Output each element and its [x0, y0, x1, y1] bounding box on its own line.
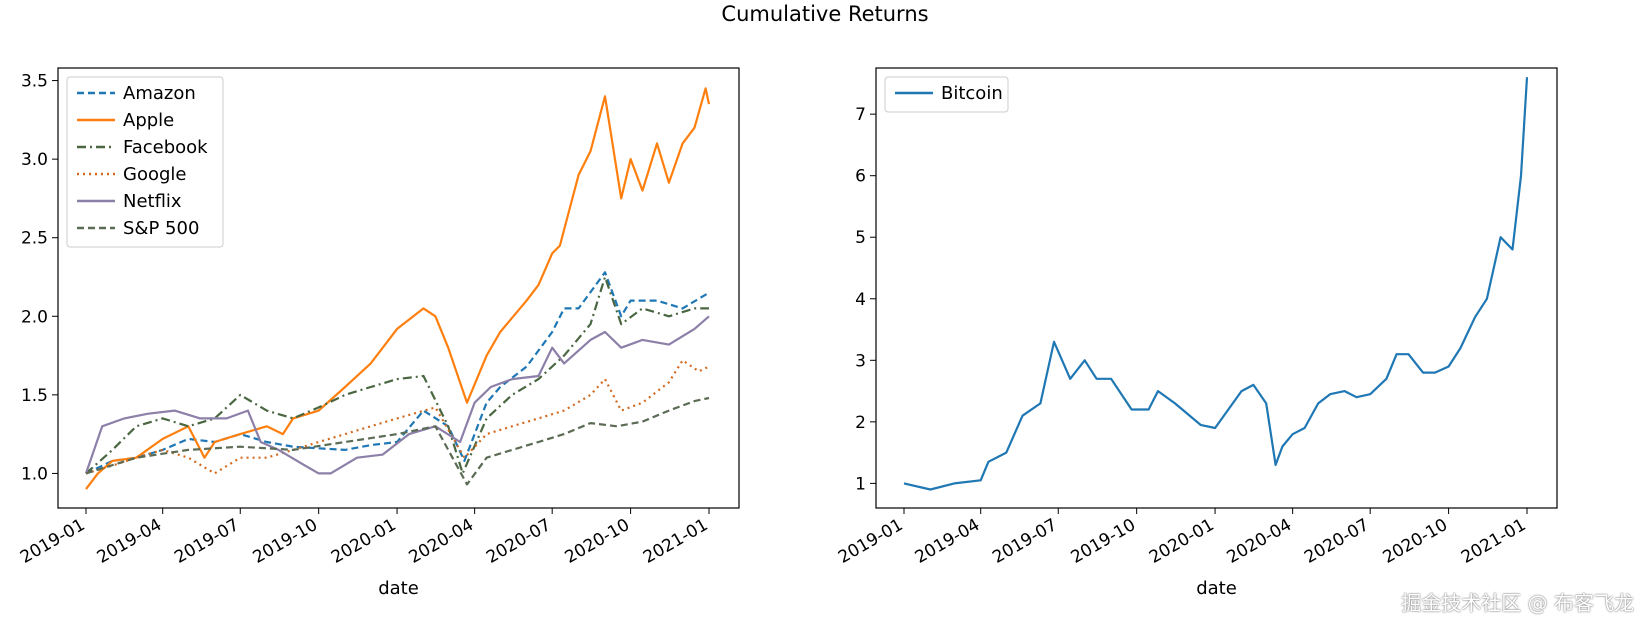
- legend-label: Google: [123, 164, 186, 185]
- legend-label: Amazon: [123, 83, 196, 104]
- x-tick-label: 2019-07: [171, 515, 243, 568]
- x-tick-label: 2020-04: [1224, 515, 1296, 568]
- legend-label: Facebook: [123, 137, 208, 158]
- series-group: [903, 77, 1529, 491]
- x-tick-label: 2020-01: [1146, 515, 1218, 568]
- x-tick-label: 2021-01: [640, 515, 712, 568]
- y-tick-label: 2.0: [21, 307, 48, 327]
- x-tick-label: 2019-01: [17, 515, 89, 568]
- x-tick-label: 2019-01: [835, 515, 907, 568]
- y-tick-label: 3: [855, 351, 866, 371]
- x-tick-label: 2020-10: [562, 515, 634, 568]
- y-tick-label: 2: [855, 413, 866, 433]
- y-tick-label: 5: [855, 228, 866, 248]
- x-axis-label: date: [1196, 578, 1237, 599]
- x-tick-label: 2021-01: [1458, 515, 1530, 568]
- x-tick-label: 2019-04: [912, 515, 984, 568]
- y-tick-label: 4: [855, 290, 866, 310]
- series-line-s-p-500: [85, 396, 710, 486]
- series-line-amazon: [85, 271, 710, 475]
- series-line-apple: [85, 87, 711, 490]
- y-tick-label: 3.0: [21, 150, 48, 170]
- legend-label: Netflix: [123, 191, 182, 212]
- series-line-bitcoin: [903, 77, 1529, 491]
- y-tick-label: 1.0: [21, 464, 48, 484]
- x-axis-label: date: [378, 578, 419, 599]
- x-tick-label: 2020-10: [1380, 515, 1452, 568]
- legend-box: [884, 76, 1009, 113]
- x-tick-label: 2020-07: [483, 515, 555, 568]
- legend-label: Apple: [123, 110, 174, 131]
- x-tick-label: 2020-07: [1301, 515, 1373, 568]
- plot-frame: [875, 67, 1558, 509]
- y-tick-label: 2.5: [21, 229, 48, 249]
- y-tick-label: 1.5: [21, 386, 48, 406]
- x-tick-label: 2020-01: [328, 515, 400, 568]
- plot-frame: [57, 67, 740, 509]
- series-group: [84, 87, 711, 490]
- y-tick-label: 6: [855, 167, 866, 187]
- series-line-netflix: [84, 315, 710, 475]
- x-tick-label: 2019-04: [94, 515, 166, 568]
- series-line-facebook: [85, 275, 709, 475]
- x-tick-label: 2019-10: [250, 515, 322, 568]
- y-tick-label: 1: [855, 474, 866, 494]
- x-tick-label: 2020-04: [406, 515, 478, 568]
- legend-label: S&P 500: [123, 218, 199, 239]
- figure-title: Cumulative Returns: [721, 2, 929, 26]
- watermark: 掘金技术社区 @ 布客飞龙: [1401, 591, 1634, 615]
- y-tick-label: 7: [855, 105, 866, 125]
- x-tick-label: 2019-07: [989, 515, 1061, 568]
- legend-label: Bitcoin: [941, 83, 1003, 104]
- series-line-google: [85, 359, 710, 475]
- x-tick-label: 2019-10: [1068, 515, 1140, 568]
- y-tick-label: 3.5: [21, 72, 48, 92]
